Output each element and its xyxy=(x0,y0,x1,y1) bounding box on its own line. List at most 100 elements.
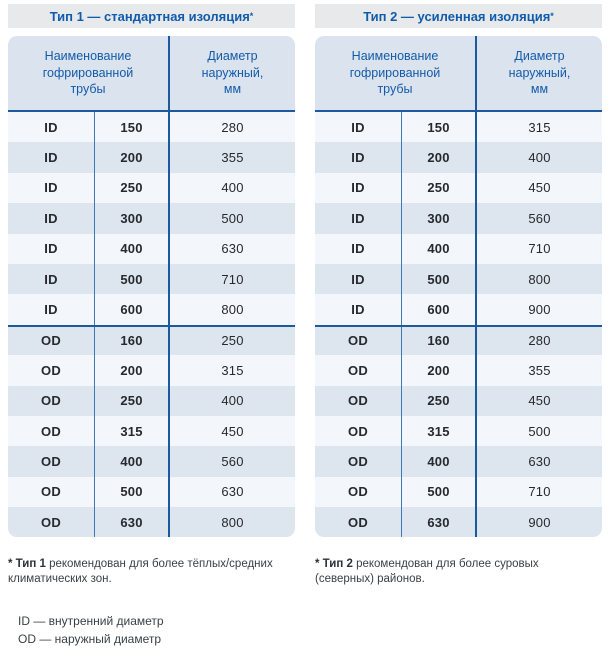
outer-diameter-cell: 400 xyxy=(528,150,551,166)
outer-diameter-cell: 630 xyxy=(221,484,244,500)
pipe-name-cell: ID xyxy=(8,142,95,173)
outer-diameter-cell: 315 xyxy=(221,362,244,378)
outer-diameter-cell: 710 xyxy=(221,271,244,287)
table-row: ID 500 800 xyxy=(315,263,602,295)
pipe-name-cell: OD xyxy=(315,415,402,447)
table-row: ID 600 900 xyxy=(315,294,602,325)
outer-diameter-cell: 900 xyxy=(528,302,551,318)
table-1-body: ID 150 280 ID 200 355 ID 250 400 ID 300 500 ID 400 630… xyxy=(8,112,295,538)
pipe-name-cell: OD xyxy=(8,355,95,386)
table-2-body: ID 150 315 ID 200 400 ID 250 450 ID 300 560 ID 400 710… xyxy=(315,112,602,538)
pipe-name-cell: OD xyxy=(315,385,402,416)
table-row: OD 315 450 xyxy=(8,415,295,447)
table-row: OD 400 560 xyxy=(8,446,295,477)
legend-id-definition: ID — внутренний диаметр xyxy=(18,614,164,629)
table-row: OD 630 900 xyxy=(315,507,602,538)
outer-diameter-cell: 630 xyxy=(221,241,244,257)
outer-diameter-cell: 315 xyxy=(528,119,551,135)
table-row: ID 200 355 xyxy=(8,142,295,173)
table-1-header-row: Наименование гофрированной трубы Диаметр… xyxy=(8,36,295,112)
legend-od-definition: OD — наружный диаметр xyxy=(18,631,162,646)
pipe-size-cell: 250 xyxy=(95,172,170,204)
pipe-name-cell: OD xyxy=(8,507,95,538)
table-1-title-text: Тип 1 — стандартная изоляция xyxy=(49,8,250,24)
table-row: OD 160 250 xyxy=(8,324,295,356)
table-row: ID 250 450 xyxy=(315,172,602,204)
pipe-name-cell: ID xyxy=(315,263,402,295)
table-row: ID 500 710 xyxy=(8,263,295,295)
table-row: OD 160 280 xyxy=(315,324,602,356)
pipe-size-cell: 315 xyxy=(95,415,170,447)
outer-diameter-cell: 900 xyxy=(528,514,551,530)
table-1-title: Тип 1 — стандартная изоляция * xyxy=(8,4,295,28)
pipe-size-cell: 400 xyxy=(402,446,477,477)
pipe-size-cell: 400 xyxy=(402,233,477,264)
pipe-size-cell: 250 xyxy=(95,385,170,416)
pipe-size-cell: 200 xyxy=(402,142,477,173)
pipe-size-cell: 200 xyxy=(402,355,477,386)
pipe-size-cell: 160 xyxy=(402,326,477,356)
outer-diameter-cell: 400 xyxy=(221,393,244,409)
outer-diameter-cell: 800 xyxy=(221,302,244,318)
pipe-name-cell: OD xyxy=(8,415,95,447)
pipe-name-cell: ID xyxy=(315,112,402,143)
pipe-name-cell: OD xyxy=(8,385,95,416)
table-row: ID 300 500 xyxy=(8,203,295,234)
outer-diameter-cell: 500 xyxy=(528,423,551,439)
table-row: OD 250 450 xyxy=(315,385,602,416)
table-row: OD 315 500 xyxy=(315,415,602,447)
outer-diameter-cell: 355 xyxy=(528,362,551,378)
pipe-name-cell: OD xyxy=(315,507,402,538)
pipe-name-cell: OD xyxy=(315,326,402,356)
table-2-footnote-label: * Тип 2 xyxy=(315,558,353,571)
table-2-header-pipe-name: Наименование гофрированной трубы xyxy=(315,36,477,110)
pipe-name-cell: ID xyxy=(8,263,95,295)
pipe-size-cell: 600 xyxy=(95,294,170,325)
pipe-size-cell: 250 xyxy=(402,385,477,416)
outer-diameter-cell: 560 xyxy=(528,210,551,226)
pipe-name-cell: OD xyxy=(315,355,402,386)
pipe-size-cell: 315 xyxy=(402,415,477,447)
pipe-size-cell: 500 xyxy=(402,476,477,508)
pipe-name-cell: OD xyxy=(315,476,402,508)
pipe-size-cell: 150 xyxy=(95,112,170,143)
table-type-1: Тип 1 — стандартная изоляция * Наименован… xyxy=(8,4,295,648)
table-row: OD 500 630 xyxy=(8,476,295,508)
table-row: OD 200 355 xyxy=(315,355,602,386)
pipe-size-cell: 630 xyxy=(402,507,477,538)
pipe-size-cell: 200 xyxy=(95,142,170,173)
pipe-name-cell: ID xyxy=(8,172,95,204)
pipe-size-cell: 600 xyxy=(402,294,477,325)
outer-diameter-cell: 400 xyxy=(221,180,244,196)
table-row: OD 400 630 xyxy=(315,446,602,477)
pipe-name-cell: OD xyxy=(315,446,402,477)
table-2-title-text: Тип 2 — усиленная изоляция xyxy=(363,8,551,24)
table-row: OD 250 400 xyxy=(8,385,295,416)
outer-diameter-cell: 710 xyxy=(528,241,551,257)
table-1-footnote-label: * Тип 1 xyxy=(8,558,46,571)
pipe-size-cell: 160 xyxy=(95,326,170,356)
pipe-size-cell: 500 xyxy=(95,476,170,508)
pipe-name-cell: ID xyxy=(8,294,95,325)
abbreviation-legend: ID — внутренний диаметр OD — наружный ди… xyxy=(18,613,295,648)
outer-diameter-cell: 450 xyxy=(528,180,551,196)
pipe-size-cell: 400 xyxy=(95,446,170,477)
pipe-name-cell: OD xyxy=(8,476,95,508)
table-row: ID 200 400 xyxy=(315,142,602,173)
pipe-name-cell: ID xyxy=(8,112,95,143)
pipe-name-cell: OD xyxy=(8,326,95,356)
table-row: OD 630 800 xyxy=(8,507,295,538)
pipe-name-cell: OD xyxy=(8,446,95,477)
pipe-size-cell: 200 xyxy=(95,355,170,386)
pipe-size-cell: 150 xyxy=(402,112,477,143)
outer-diameter-cell: 710 xyxy=(528,484,551,500)
table-row: ID 400 630 xyxy=(8,233,295,264)
outer-diameter-cell: 630 xyxy=(528,453,551,469)
table-row: ID 600 800 xyxy=(8,294,295,325)
pipe-size-cell: 300 xyxy=(402,203,477,234)
table-row: ID 150 280 xyxy=(8,112,295,143)
pipe-name-cell: ID xyxy=(315,172,402,204)
outer-diameter-cell: 800 xyxy=(528,271,551,287)
outer-diameter-cell: 250 xyxy=(221,333,244,349)
